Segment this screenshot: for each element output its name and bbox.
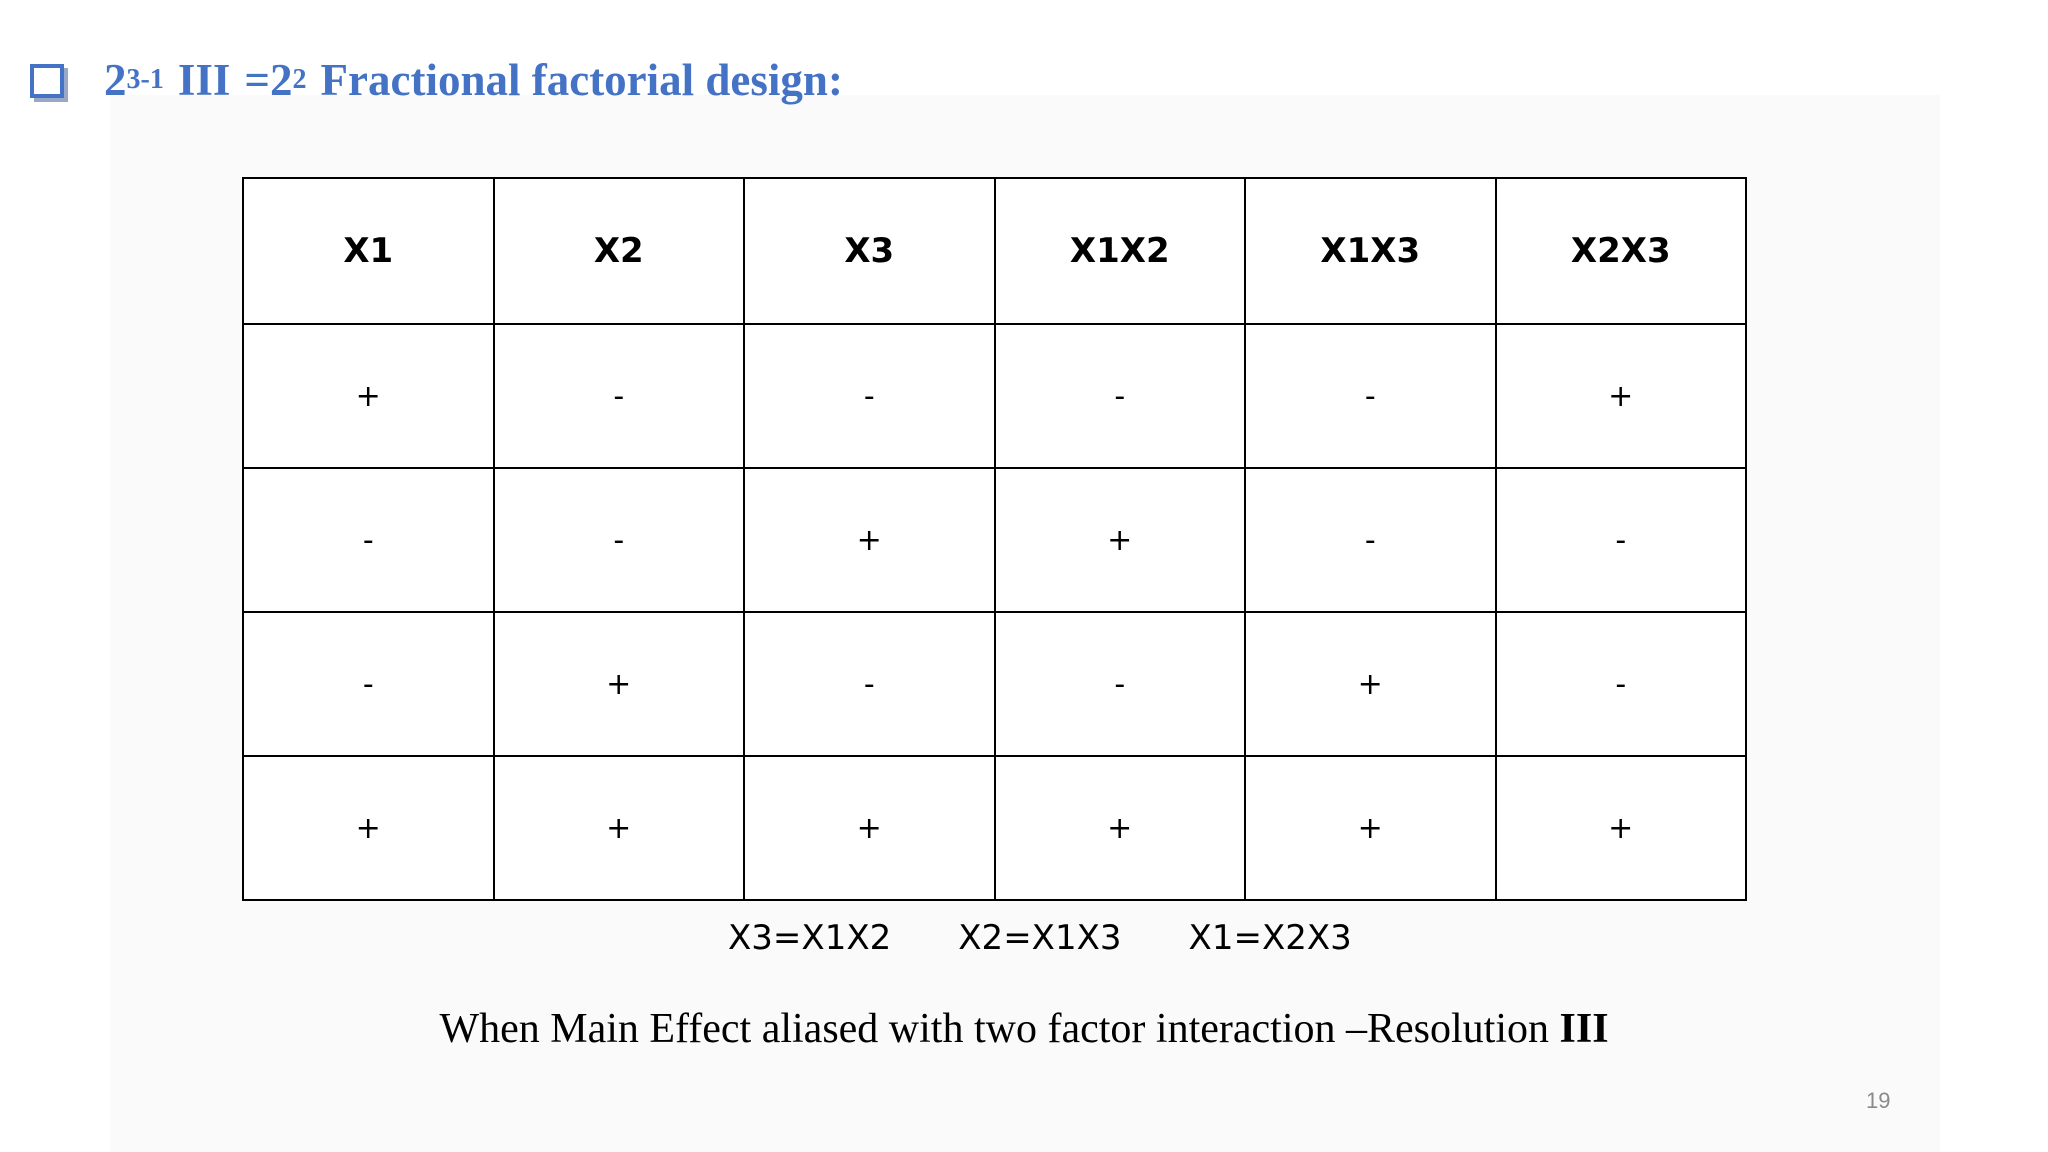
design-matrix-table: X1 X2 X3 X1X2 X1X3 X2X3 + - - - - + - - … xyxy=(242,177,1747,901)
table-row: - - + + - - xyxy=(242,467,1747,613)
table-row: - + - - + - xyxy=(242,611,1747,757)
table-cell: + xyxy=(1244,611,1497,757)
table-cell: - xyxy=(1494,467,1747,613)
slide-title: 2 3-1 III =2 2 Fractional factorial design: xyxy=(30,45,843,115)
table-cell: - xyxy=(492,467,745,613)
title-text: Fractional factorial design: xyxy=(320,55,843,105)
table-cell: - xyxy=(993,323,1246,469)
alias-x1: X1=X2X3 xyxy=(1188,918,1352,958)
table-cell: + xyxy=(993,467,1246,613)
alias-relations: X3=X1X2 X2=X1X3 X1=X2X3 xyxy=(728,918,1352,964)
table-cell: + xyxy=(1244,755,1497,901)
table-cell: - xyxy=(242,467,495,613)
table-cell: - xyxy=(242,611,495,757)
column-header: X1 xyxy=(242,177,495,325)
square-bullet-icon xyxy=(30,64,64,98)
table-cell: + xyxy=(242,755,495,901)
table-cell: + xyxy=(492,611,745,757)
column-header: X2 xyxy=(492,177,745,325)
table-cell: - xyxy=(743,611,996,757)
table-header-row: X1 X2 X3 X1X2 X1X3 X2X3 xyxy=(242,177,1747,325)
table-cell: + xyxy=(492,755,745,901)
table-cell: - xyxy=(743,323,996,469)
title-base: 2 xyxy=(104,55,127,105)
table-row: + - - - - + xyxy=(242,323,1747,469)
table-cell: + xyxy=(1494,755,1747,901)
table-cell: + xyxy=(743,755,996,901)
table-cell: + xyxy=(993,755,1246,901)
table-cell: - xyxy=(1244,467,1497,613)
column-header: X1X3 xyxy=(1244,177,1497,325)
table-cell: - xyxy=(993,611,1246,757)
table-cell: + xyxy=(1494,323,1747,469)
title-equals: =2 xyxy=(244,55,293,105)
caption-text: When Main Effect aliased with two factor… xyxy=(439,1006,1560,1052)
resolution-caption: When Main Effect aliased with two factor… xyxy=(0,1005,2048,1053)
table-cell: - xyxy=(1244,323,1497,469)
alias-x3: X3=X1X2 xyxy=(728,918,892,958)
column-header: X1X2 xyxy=(993,177,1246,325)
column-header: X2X3 xyxy=(1494,177,1747,325)
table-cell: + xyxy=(743,467,996,613)
caption-resolution-bold: III xyxy=(1559,1006,1609,1052)
page-number: 19 xyxy=(1866,1088,1891,1113)
title-resolution: III xyxy=(177,55,231,105)
alias-x2: X2=X1X3 xyxy=(958,918,1122,958)
table-cell: + xyxy=(242,323,495,469)
table-cell: - xyxy=(1494,611,1747,757)
table-row: + + + + + + xyxy=(242,755,1747,901)
column-header: X3 xyxy=(743,177,996,325)
table-cell: - xyxy=(492,323,745,469)
